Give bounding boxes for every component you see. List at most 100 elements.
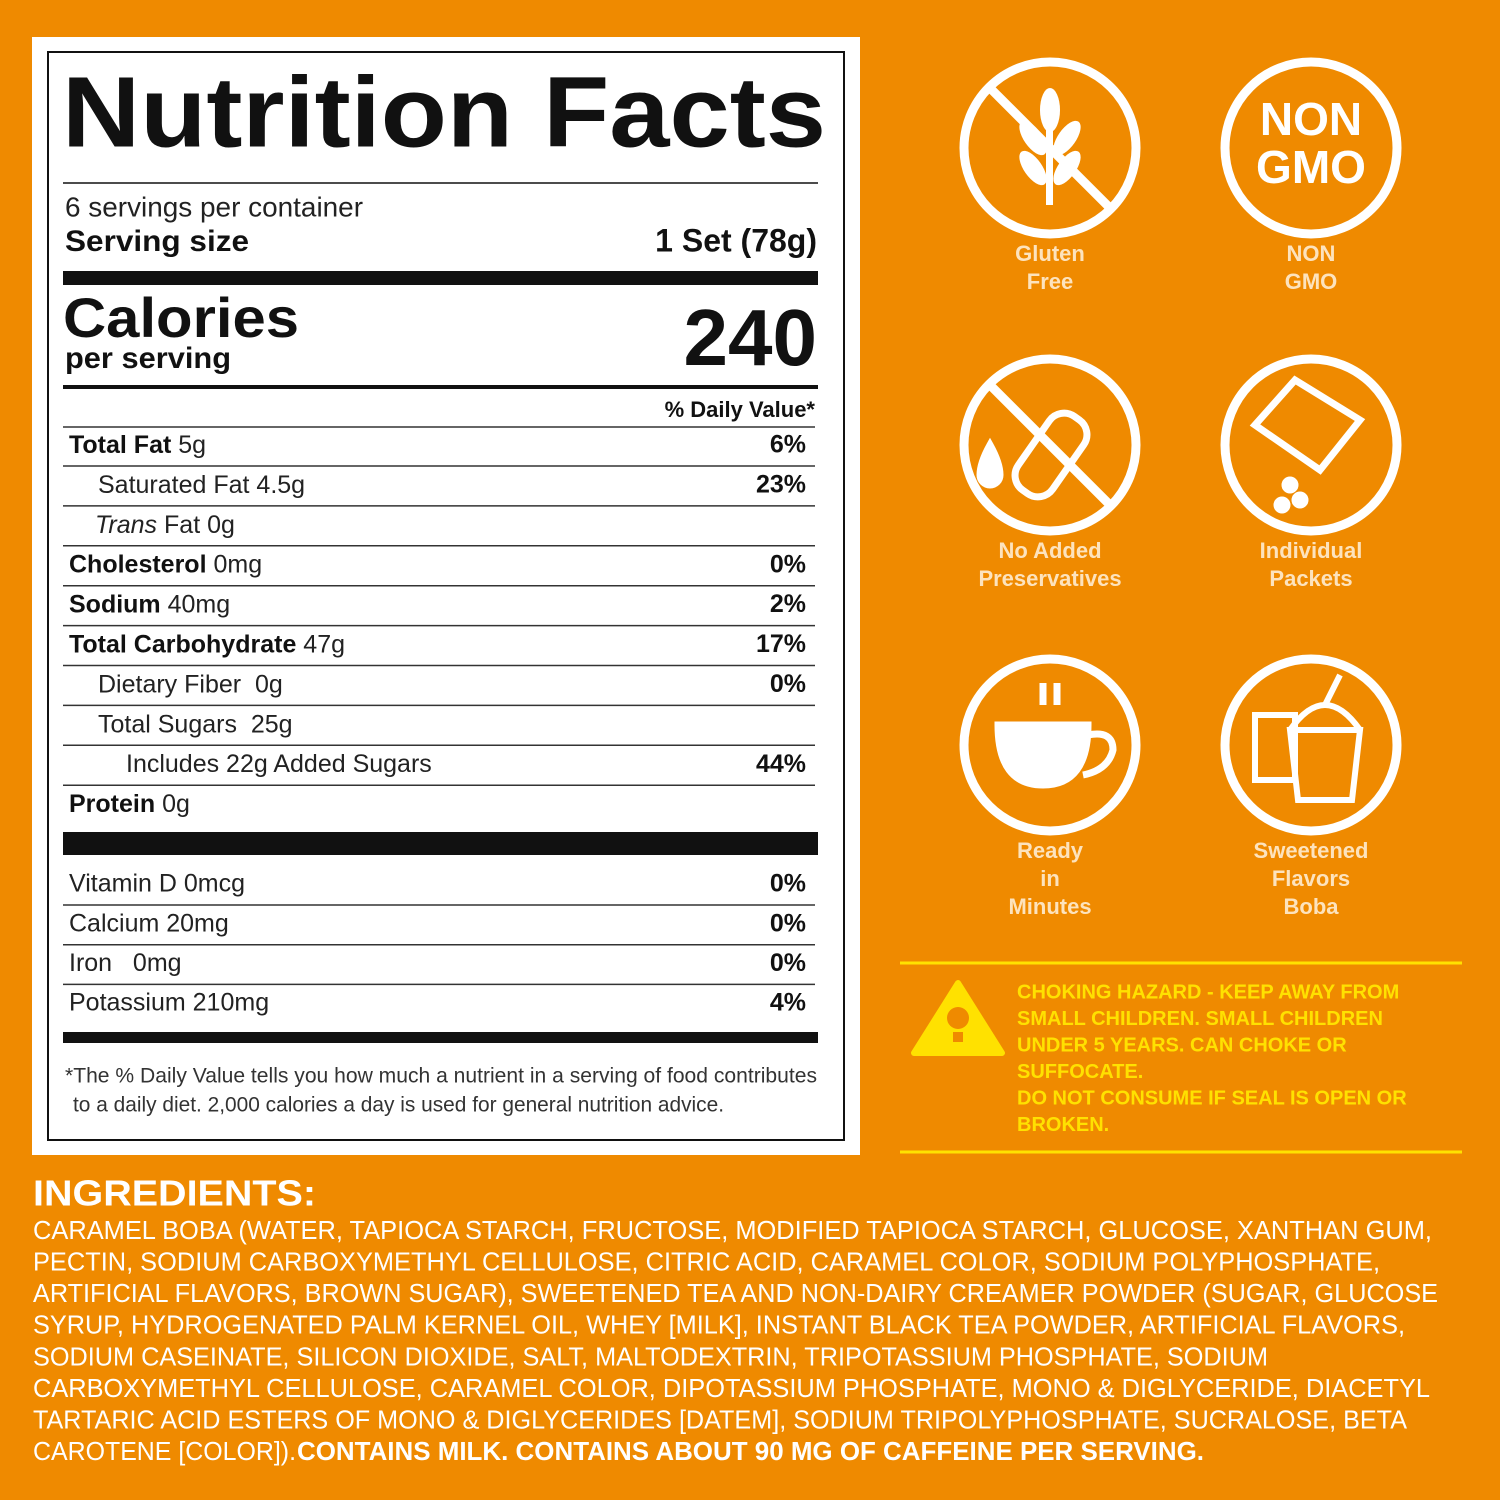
badge-label: Flavors — [1272, 866, 1350, 891]
nutrient-row: Total Carbohydrate 47g — [69, 630, 345, 658]
badge-circle — [1220, 57, 1402, 239]
rule — [63, 832, 818, 855]
vitamin-name: Iron 0mg — [69, 949, 182, 977]
badge-label: Gluten — [1015, 241, 1085, 266]
rule — [63, 271, 818, 285]
vitamin-name: Potassium 210mg — [69, 989, 269, 1017]
ingredients-line: SYRUP, HYDROGENATED PALM KERNEL OIL, WHE… — [33, 1310, 1405, 1340]
daily-value: 0% — [770, 550, 806, 578]
badge-icon-text: NON — [1260, 93, 1362, 145]
boba-icon — [1252, 673, 1364, 803]
badge-label: Individual — [1260, 538, 1363, 563]
ingredients-line: CAROTENE [COLOR]). — [33, 1436, 296, 1466]
ingredients-line: ARTIFICIAL FLAVORS, BROWN SUGAR), SWEETE… — [33, 1278, 1438, 1308]
daily-value: 0% — [770, 949, 806, 977]
nutrient-name: Protein — [69, 790, 155, 818]
badge-label: GMO — [1285, 269, 1338, 294]
warning-text: DO NOT CONSUME IF SEAL IS OPEN OR — [1017, 1087, 1407, 1109]
nutrient-name: Cholesterol — [69, 550, 207, 578]
warning-icon-mark — [953, 1032, 963, 1042]
badge-label: Sweetened — [1254, 838, 1369, 863]
allergen-statement: CONTAINS MILK. CONTAINS ABOUT 90 MG OF C… — [297, 1436, 1204, 1466]
ingredients-line: TARTARIC ACID ESTERS OF MONO & DIGLYCERI… — [33, 1404, 1408, 1434]
footnote: to a daily diet. 2,000 calories a day is… — [73, 1094, 724, 1117]
warning-text: SUFFOCATE. — [1017, 1061, 1143, 1083]
footnote: *The % Daily Value tells you how much a … — [65, 1065, 817, 1088]
badge-circle — [1220, 354, 1402, 536]
nutrient-row: Saturated Fat 4.5g — [98, 471, 305, 499]
badge-label: in — [1040, 866, 1060, 891]
badge-label: Ready — [1017, 838, 1084, 863]
title: Nutrition Facts — [62, 56, 826, 168]
serving-size: 1 Set (78g) — [655, 222, 817, 258]
ingredients-heading: INGREDIENTS: — [33, 1173, 316, 1214]
ingredients-line: CARBOXYMETHYL CELLULOSE, CARAMEL COLOR, … — [33, 1373, 1430, 1403]
daily-value: 0% — [770, 670, 806, 698]
badge-label: NON — [1287, 241, 1336, 266]
nutrient-row: Includes 22g Added Sugars — [126, 750, 432, 778]
badge-label: Free — [1027, 269, 1073, 294]
badge-label: Preservatives — [978, 566, 1121, 591]
daily-value: 17% — [756, 630, 806, 658]
warning-text: CHOKING HAZARD - KEEP AWAY FROM — [1017, 981, 1399, 1003]
test-tube-icon — [976, 409, 1091, 501]
daily-value: 2% — [770, 590, 806, 618]
strike — [985, 380, 1115, 510]
vitamin-name: Vitamin D 0mcg — [69, 870, 245, 898]
badge-icons — [959, 57, 1402, 836]
nutrient-row: Protein 0g — [69, 790, 190, 818]
ingredients-line: SODIUM CASEINATE, SILICON DIOXIDE, SALT,… — [33, 1341, 1268, 1371]
daily-value: 0% — [770, 870, 806, 898]
nutrient-name: Trans — [95, 510, 157, 538]
warning-text: UNDER 5 YEARS. CAN CHOKE OR — [1017, 1034, 1347, 1056]
servings: 6 servings per container — [65, 191, 363, 222]
cup-icon — [994, 683, 1117, 789]
nutrient-name: Total Fat — [69, 431, 172, 459]
badge-circle — [959, 57, 1141, 239]
nutrient-name: Sodium — [69, 590, 161, 618]
ingredients-line: CARAMEL BOBA (WATER, TAPIOCA STARCH, FRU… — [33, 1215, 1432, 1245]
badge-label: Minutes — [1008, 894, 1091, 919]
nutrient-name: Dietary Fiber 0g — [98, 670, 283, 698]
nutrient-amount: 40mg — [168, 590, 231, 618]
warning-icon-mark — [947, 1007, 969, 1029]
nutrient-row: Total Sugars 25g — [98, 710, 293, 738]
nutrient-name: Total Sugars 25g — [98, 710, 293, 738]
rule — [63, 1032, 818, 1043]
daily-value: 6% — [770, 431, 806, 459]
serving-size-label: Serving size — [65, 225, 249, 258]
calories-value: 240 — [684, 293, 817, 382]
wheat-icon — [1019, 88, 1081, 205]
daily-value: 4% — [770, 989, 806, 1017]
badge-circle — [959, 654, 1141, 836]
daily-value: 0% — [770, 909, 806, 937]
dv-header: % Daily Value* — [665, 397, 816, 422]
nutrient-name: Total Carbohydrate — [69, 630, 296, 658]
nutrient-amount: 0mg — [213, 550, 262, 578]
nutrient-row: Dietary Fiber 0g — [98, 670, 283, 698]
badge-icon-text: GMO — [1256, 141, 1366, 193]
badge-label: No Added — [998, 538, 1101, 563]
packet-icon — [1249, 375, 1366, 514]
nutrient-amount: 5g — [178, 431, 206, 459]
badge-circle — [959, 354, 1141, 536]
vitamin-name: Calcium 20mg — [69, 909, 229, 937]
nutrient-amount: 0g — [162, 790, 190, 818]
ingredients-line: PECTIN, SODIUM CARBOXYMETHYL CELLULOSE, … — [33, 1246, 1380, 1276]
nutrient-name: Includes 22g Added Sugars — [126, 750, 432, 778]
calories-sub: per serving — [65, 342, 231, 375]
nutrient-row: Cholesterol 0mg — [69, 550, 262, 578]
nutrient-row: Sodium 40mg — [69, 590, 230, 618]
nutrient-row: Trans Fat 0g — [95, 510, 235, 538]
rule — [63, 385, 818, 389]
nutrient-name: Saturated Fat 4.5g — [98, 471, 305, 499]
daily-value: 23% — [756, 471, 806, 499]
label-border — [47, 51, 845, 1141]
calories-label: Calories — [63, 286, 299, 349]
label-panel — [32, 37, 860, 1155]
nutrient-amount: 47g — [303, 630, 345, 658]
badge-label: Boba — [1284, 894, 1340, 919]
badge-circle — [1220, 654, 1402, 836]
